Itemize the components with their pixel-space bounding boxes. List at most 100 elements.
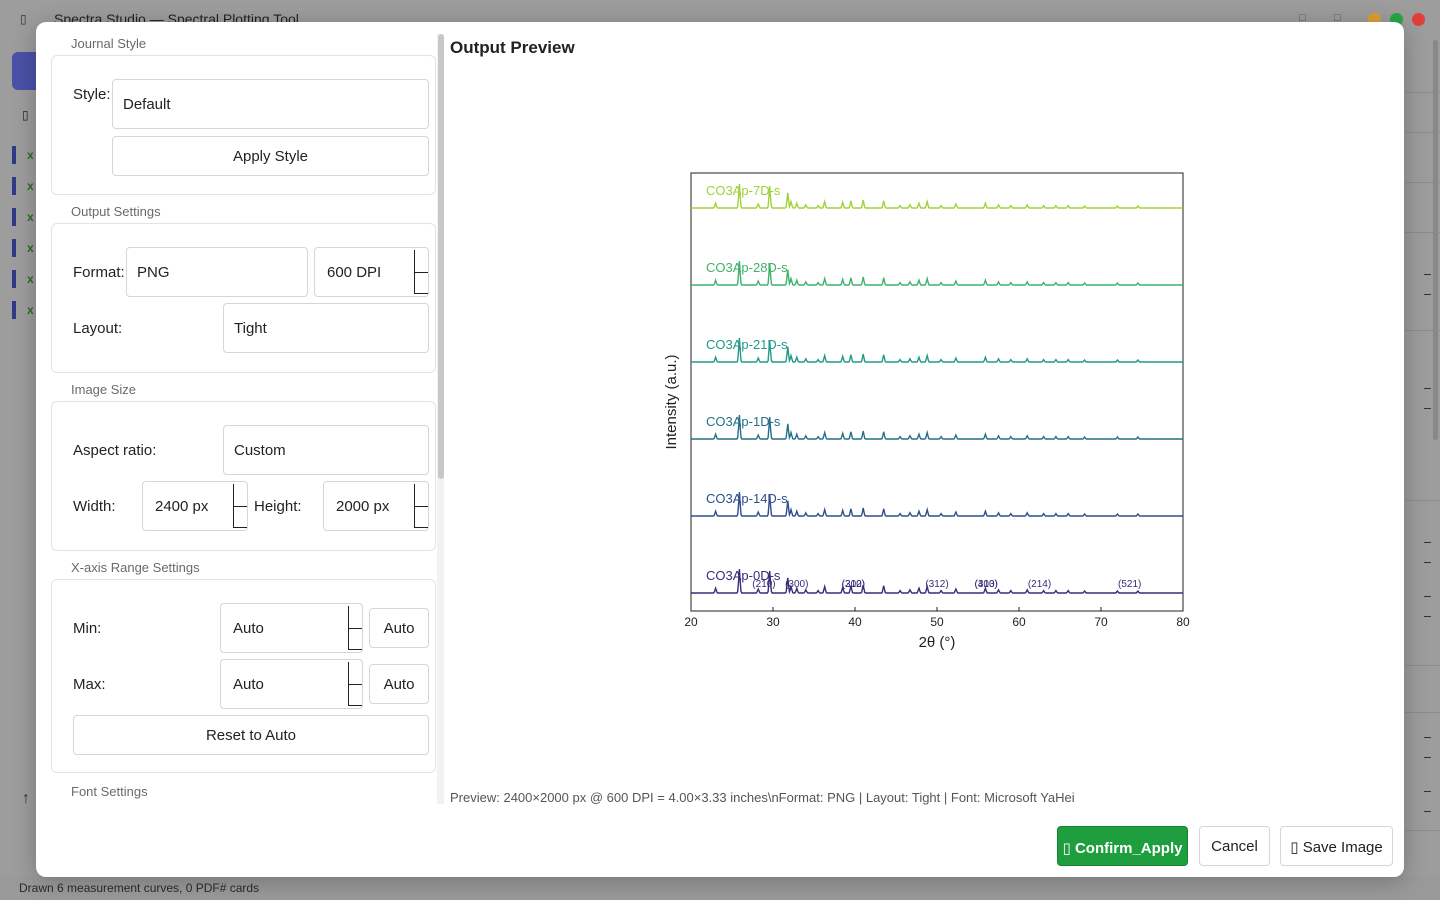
bg-dash <box>1424 294 1431 295</box>
apply-style-button[interactable]: Apply Style <box>112 136 429 176</box>
min-label: Min: <box>73 620 102 637</box>
sidebar-icon[interactable]: ▯ <box>22 108 29 122</box>
xrd-chart: CO3Ap-0D-s CO3Ap-14D-s CO3Ap-1D-s CO3Ap-21D… <box>663 172 1190 651</box>
bg-divider <box>1405 232 1440 233</box>
height-spinbox[interactable]: 2000 px <box>323 481 429 531</box>
status-text: Drawn 6 measurement curves, 0 PDF# cards <box>19 881 260 895</box>
y-axis-label: Intensity (a.u.) <box>663 354 680 449</box>
series-line-CO3Ap-7D-s <box>691 183 1183 210</box>
style-label: Style: <box>73 86 111 103</box>
aspect-ratio-label: Aspect ratio: <box>73 442 157 459</box>
x-range-title: X-axis Range Settings <box>71 560 200 575</box>
bg-divider <box>1405 132 1440 133</box>
x-tick-label: 70 <box>1094 615 1108 629</box>
bg-divider <box>1405 830 1440 831</box>
peak-annotation: (202) <box>842 579 865 590</box>
aspect-ratio-select[interactable]: Custom <box>223 425 429 475</box>
dpi-stepper[interactable] <box>414 250 428 294</box>
maximize-glyph[interactable]: □ <box>1334 12 1341 24</box>
layout-select[interactable]: Tight <box>223 303 429 353</box>
preview-info-text: Preview: 2400×2000 px @ 600 DPI = 4.00×3… <box>450 790 1075 805</box>
series-label: CO3Ap-0D-s <box>706 568 781 583</box>
series-label: CO3Ap-1D-s <box>706 414 781 429</box>
x-max-auto-button[interactable]: Auto <box>369 664 429 704</box>
x-min-stepper[interactable] <box>348 606 362 650</box>
series-line-CO3Ap-0D-s <box>691 568 1183 595</box>
x-min-auto-button[interactable]: Auto <box>369 608 429 648</box>
bg-dash <box>1424 737 1431 738</box>
x-max-spinbox[interactable]: Auto <box>220 659 363 709</box>
sidebar-curve-item[interactable]: x <box>12 208 40 226</box>
dpi-value: 600 DPI <box>327 264 382 281</box>
settings-panel: Journal Style Style: Default Apply Style… <box>36 22 446 803</box>
height-label: Height: <box>254 498 302 515</box>
x-tick-label: 60 <box>1012 615 1026 629</box>
peak-annotation: (210) <box>752 579 775 590</box>
bg-divider <box>1405 712 1440 713</box>
series-line-CO3Ap-28D-s <box>691 260 1183 287</box>
x-min-value: Auto <box>233 620 264 637</box>
x-tick-label: 50 <box>930 615 944 629</box>
bg-dash <box>1424 811 1431 812</box>
width-label: Width: <box>73 498 116 515</box>
series-label: CO3Ap-28D-s <box>706 260 788 275</box>
height-stepper[interactable] <box>414 484 428 528</box>
x-min-spinbox[interactable]: Auto <box>220 603 363 653</box>
sidebar-curve-item[interactable]: x <box>12 239 40 257</box>
peak-annotation: (300) <box>785 579 808 590</box>
reset-to-auto-button[interactable]: Reset to Auto <box>73 715 429 755</box>
peak-annotation: (313) <box>975 579 998 590</box>
confirm-apply-button[interactable]: ▯ Confirm_Apply <box>1057 826 1188 866</box>
font-settings-title: Font Settings <box>71 784 148 799</box>
minimize-glyph[interactable]: □ <box>1299 12 1306 24</box>
format-select[interactable]: PNG <box>126 247 308 297</box>
plot-frame <box>690 172 1184 612</box>
series-label: CO3Ap-21D-s <box>706 337 788 352</box>
status-bar: Drawn 6 measurement curves, 0 PDF# cards <box>0 876 1440 900</box>
scroll-up-arrow-icon[interactable]: ↑ <box>22 790 30 807</box>
peak-annotation: (312) <box>925 579 948 590</box>
peak-annotation: (400) <box>975 579 998 590</box>
series-label: CO3Ap-7D-s <box>706 183 781 198</box>
bg-divider <box>1405 330 1440 331</box>
app-icon: ▯ <box>20 12 27 26</box>
x-axis-label: 2θ (°) <box>919 634 956 651</box>
series-label: CO3Ap-14D-s <box>706 491 788 506</box>
background-scrollbar[interactable] <box>1433 40 1438 440</box>
preview-title: Output Preview <box>450 38 575 57</box>
journal-style-title: Journal Style <box>71 36 147 51</box>
height-value: 2000 px <box>336 498 390 515</box>
bg-divider <box>1405 92 1440 93</box>
bg-dash <box>1424 408 1431 409</box>
sidebar-curve-item[interactable]: x <box>12 301 40 319</box>
layout-label: Layout: <box>73 320 123 337</box>
format-label: Format: <box>73 264 125 281</box>
bg-dash <box>1424 791 1431 792</box>
sidebar-curve-item[interactable]: x <box>12 270 40 288</box>
x-max-value: Auto <box>233 676 264 693</box>
settings-scrollbar-thumb[interactable] <box>438 34 444 479</box>
max-label: Max: <box>73 676 106 693</box>
dpi-spinbox[interactable]: 600 DPI <box>314 247 429 297</box>
image-size-title: Image Size <box>71 382 137 397</box>
bg-dash <box>1424 542 1431 543</box>
peak-annotation: (310) <box>842 579 865 590</box>
x-tick-label: 40 <box>848 615 862 629</box>
sidebar-curve-item[interactable]: x <box>12 177 40 195</box>
width-spinbox[interactable]: 2400 px <box>142 481 248 531</box>
series-line-CO3Ap-1D-s <box>691 414 1183 441</box>
bg-divider <box>1405 665 1440 666</box>
width-stepper[interactable] <box>233 484 247 528</box>
width-value: 2400 px <box>155 498 209 515</box>
save-image-button[interactable]: ▯ Save Image <box>1280 826 1393 866</box>
x-max-stepper[interactable] <box>348 662 362 706</box>
style-select[interactable]: Default <box>112 79 429 129</box>
bg-dash <box>1424 562 1431 563</box>
sidebar-curve-item[interactable]: x <box>12 146 40 164</box>
bg-dash <box>1424 757 1431 758</box>
cancel-button[interactable]: Cancel <box>1199 826 1270 866</box>
x-tick-label: 30 <box>766 615 780 629</box>
window-close-button[interactable] <box>1412 13 1425 26</box>
output-settings-title: Output Settings <box>71 204 161 219</box>
bg-dash <box>1424 616 1431 617</box>
